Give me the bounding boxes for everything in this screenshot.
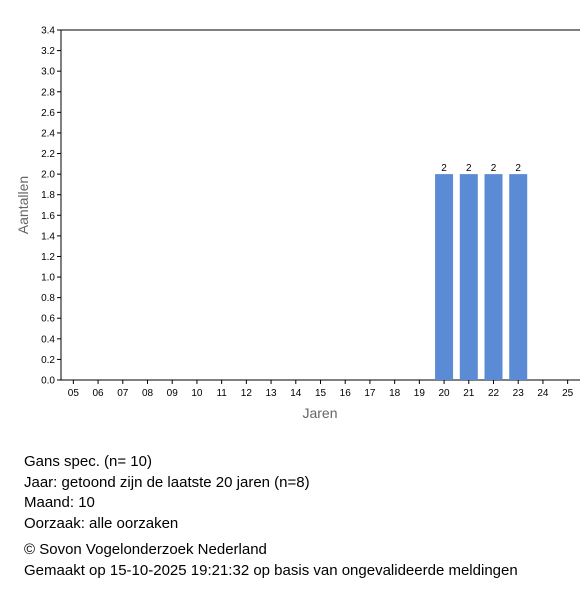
bar-chart: 0.0 0.2 0.4 0.6 0.8 1.0 1.2 1.4 1.6 1.8 2.0 2.2 2.4 2… [15, 26, 580, 421]
x-tick-label: 06 [93, 388, 105, 399]
x-tick-label: 07 [117, 388, 129, 399]
x-tick-label: 22 [488, 388, 500, 399]
x-tick-label: 18 [389, 388, 401, 399]
y-axis-title: Aantallen [15, 176, 31, 234]
generated-line: Gemaakt op 15-10-2025 19:21:32 op basis … [24, 561, 518, 579]
x-tick-label: 08 [142, 388, 154, 399]
bar [459, 174, 478, 380]
x-tick-label: 17 [364, 388, 376, 399]
y-tick-label: 0.0 [41, 376, 55, 387]
x-tick-label: 13 [266, 388, 278, 399]
y-tick-label: 2.0 [41, 170, 55, 181]
x-tick-label: 09 [167, 388, 179, 399]
y-tick-label: 2.6 [41, 108, 55, 119]
bars [435, 174, 528, 380]
bar-data-label: 2 [491, 163, 497, 174]
y-tick-label: 2.4 [41, 128, 55, 139]
y-tick-label: 0.6 [41, 314, 55, 325]
y-tick-label: 1.4 [41, 231, 55, 242]
y-tick-label: 1.6 [41, 211, 55, 222]
chart-caption: Gans spec. (n= 10) Jaar: getoond zijn de… [24, 452, 518, 581]
x-tick-label: 20 [439, 388, 451, 399]
year-line: Jaar: getoond zijn de laatste 20 jaren (… [24, 473, 310, 491]
x-tick-label: 21 [463, 388, 475, 399]
x-tick-label: 23 [513, 388, 525, 399]
y-tick-label: 0.8 [41, 293, 55, 304]
bar-data-label: 2 [466, 163, 472, 174]
bar-data-labels: 2 2 2 2 [441, 163, 521, 174]
y-tick-label: 1.2 [41, 252, 55, 263]
y-tick-label: 3.4 [41, 26, 55, 37]
copyright-line: © Sovon Vogelonderzoek Nederland [24, 541, 267, 558]
x-axis-title: Jaren [302, 405, 337, 421]
bar [435, 174, 454, 380]
y-tick-label: 2.2 [41, 149, 55, 160]
cause-line: Oorzaak: alle oorzaken [24, 514, 179, 532]
month-line: Maand: 10 [24, 494, 95, 511]
y-tick-label: 0.4 [41, 334, 55, 345]
y-tick-label: 3.2 [41, 46, 55, 57]
y-tick-label: 2.8 [41, 87, 55, 98]
x-tick-label: 11 [216, 388, 227, 399]
bar-data-label: 2 [515, 163, 521, 174]
y-axis: 0.0 0.2 0.4 0.6 0.8 1.0 1.2 1.4 1.6 1.8 2.0 2.2 2.4 2… [41, 26, 580, 387]
x-tick-label: 25 [562, 388, 574, 399]
bar [484, 174, 503, 380]
species-line: Gans spec. (n= 10) [24, 453, 152, 470]
x-tick-label: 15 [315, 388, 327, 399]
y-tick-label: 3.0 [41, 67, 55, 78]
x-tick-label: 24 [537, 388, 549, 399]
bar [509, 174, 528, 380]
x-tick-label: 05 [68, 388, 80, 399]
y-tick-label: 1.0 [41, 273, 55, 284]
x-axis: 05 06 07 08 09 10 11 12 13 14 15 16 17 18 19 20 21 22 23 24… [61, 379, 580, 399]
x-tick-label: 16 [340, 388, 352, 399]
x-tick-label: 14 [290, 388, 302, 399]
y-tick-label: 1.8 [41, 190, 55, 201]
y-tick-label: 0.2 [41, 355, 55, 366]
x-tick-label: 12 [241, 388, 253, 399]
bar-data-label: 2 [441, 163, 447, 174]
x-tick-label: 19 [414, 388, 426, 399]
x-tick-label: 10 [191, 388, 203, 399]
